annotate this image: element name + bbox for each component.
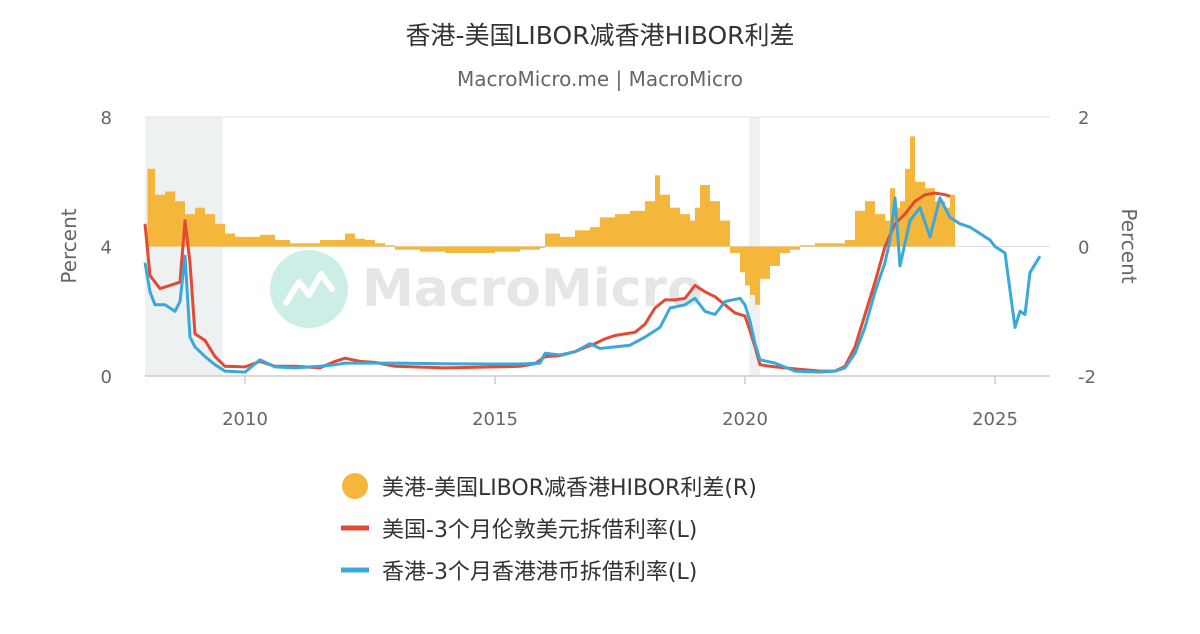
- spread-bar: [925, 188, 935, 247]
- spread-bar: [670, 207, 680, 247]
- spread-bar: [915, 181, 925, 247]
- spread-bar: [760, 246, 770, 279]
- spread-bar: [680, 214, 690, 247]
- chart-subtitle: MacroMicro.me | MacroMicro: [457, 67, 743, 91]
- spread-bar: [560, 236, 575, 247]
- spread-bar: [540, 246, 545, 248]
- y-right-tick-label: -2: [1078, 367, 1096, 388]
- y-right-label: Percent: [1117, 208, 1141, 283]
- spread-bar: [275, 240, 290, 247]
- spread-bar: [695, 207, 700, 247]
- spread-bar: [260, 234, 275, 247]
- spread-bar: [910, 136, 915, 247]
- spread-bar: [395, 246, 420, 250]
- legend-circle-icon: [342, 473, 368, 499]
- spread-bar: [615, 214, 630, 247]
- spread-bar: [845, 240, 855, 247]
- spread-bar: [780, 246, 790, 253]
- y-left-tick-label: 4: [101, 238, 112, 259]
- spread-bar: [520, 246, 540, 250]
- spread-bar: [700, 184, 710, 247]
- spread-bar: [470, 246, 495, 253]
- spread-bars: [147, 136, 955, 305]
- spread-bar: [495, 246, 520, 252]
- spread-bar: [720, 220, 730, 247]
- spread-bar: [205, 214, 215, 247]
- spread-bar: [655, 175, 660, 247]
- rate-lines: [143, 191, 1042, 374]
- watermark: MacroMicro: [270, 250, 703, 328]
- spread-bar: [215, 223, 225, 247]
- legend-label: 香港-3个月香港港币拆借利率(L): [382, 560, 697, 585]
- spread-bar: [730, 246, 740, 253]
- spread-bar: [815, 243, 830, 247]
- spread-bar: [365, 240, 375, 247]
- spread-bar: [335, 240, 345, 247]
- y-right-tick-label: 0: [1078, 238, 1089, 259]
- spread-bar: [770, 246, 780, 266]
- y-right-tick-label: 2: [1078, 108, 1089, 129]
- spread-bar: [800, 245, 815, 247]
- spread-bar: [545, 233, 560, 247]
- x-tick-label: 2015: [472, 409, 518, 430]
- spread-bar: [885, 220, 890, 247]
- y-left-tick-label: 8: [101, 108, 112, 129]
- spread-bar: [165, 191, 175, 247]
- spread-bar: [690, 220, 695, 247]
- spread-bar: [290, 243, 305, 247]
- spread-bar: [875, 214, 885, 247]
- spread-bar: [320, 240, 335, 247]
- spread-bar: [600, 217, 615, 247]
- spread-bar: [750, 246, 755, 296]
- spread-bar: [590, 227, 600, 247]
- spread-bar: [945, 207, 950, 247]
- spread-bar: [830, 243, 845, 247]
- spread-bar: [195, 207, 205, 247]
- x-tick-label: 2020: [722, 409, 768, 430]
- chart-title: 香港-美国LIBOR减香港HIBOR利差: [405, 21, 794, 50]
- spread-bar: [245, 236, 260, 247]
- spread-bar: [710, 201, 720, 247]
- spread-bar: [645, 201, 655, 247]
- watermark-text: MacroMicro: [362, 259, 703, 319]
- spread-bar: [420, 246, 445, 252]
- spread-bar: [225, 233, 235, 247]
- spread-bar: [740, 246, 745, 273]
- spread-bar: [790, 246, 800, 250]
- y-left-label: Percent: [57, 208, 81, 283]
- spread-bar: [755, 246, 760, 305]
- spread-bar: [745, 246, 750, 286]
- axis-ticks: 2010 2015 2020 2025 0 4 8 -2 0 2: [101, 108, 1096, 430]
- spread-bar: [355, 238, 365, 247]
- legend-label: 美国-3个月伦敦美元拆借利率(L): [382, 518, 697, 543]
- spread-bar: [575, 230, 590, 247]
- spread-bar: [935, 201, 945, 247]
- spread-bar: [345, 233, 355, 247]
- spread-bar: [630, 210, 645, 247]
- spread-bar: [175, 201, 185, 247]
- spread-bar: [375, 243, 385, 247]
- spread-bar: [905, 168, 910, 247]
- spread-bar: [305, 243, 320, 247]
- spread-bar: [865, 201, 875, 247]
- spread-bar: [855, 210, 865, 247]
- spread-bar: [445, 246, 470, 253]
- spread-bar: [900, 201, 905, 247]
- x-tick-label: 2010: [222, 409, 268, 430]
- hkd-hibor-line: [143, 196, 1042, 374]
- spread-bar: [660, 194, 670, 247]
- spread-bar: [155, 194, 165, 247]
- y-left-tick-label: 0: [101, 367, 112, 388]
- spread-bar: [235, 236, 245, 247]
- legend-label: 美港-美国LIBOR减香港HIBOR利差(R): [382, 476, 757, 501]
- legend: 美港-美国LIBOR减香港HIBOR利差(R) 美国-3个月伦敦美元拆借利率(L)…: [341, 473, 757, 585]
- spread-bar: [185, 214, 195, 247]
- x-tick-label: 2025: [972, 409, 1018, 430]
- spread-bar: [147, 168, 155, 247]
- spread-bar: [385, 245, 395, 247]
